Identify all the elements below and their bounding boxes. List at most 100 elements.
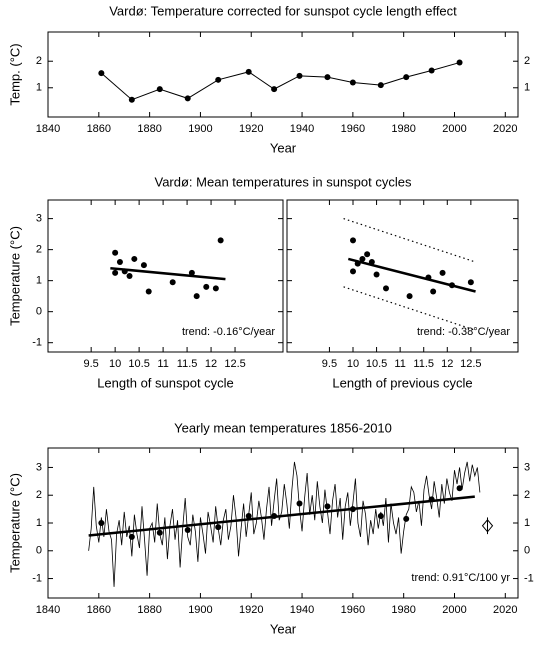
trend-line — [88, 495, 475, 537]
y-axis-label: Temperature (°C) — [7, 226, 22, 326]
data-point — [116, 259, 123, 266]
x-tick-label: 10 — [109, 358, 121, 370]
x-tick-label: 1980 — [391, 604, 415, 616]
y-tick-label-right: -1 — [524, 572, 534, 584]
x-tick-label: 12.5 — [460, 358, 481, 370]
data-point — [324, 74, 331, 81]
plot-frame — [47, 199, 284, 353]
y-tick-label-right: 2 — [524, 489, 530, 501]
x-tick-label: 2000 — [442, 123, 466, 135]
x-tick-label: 11.5 — [413, 358, 434, 370]
x-tick-label: 1840 — [36, 604, 60, 616]
data-point — [193, 293, 200, 300]
data-point — [456, 485, 463, 492]
data-point — [98, 520, 105, 526]
x-tick-label: 1900 — [188, 123, 212, 135]
x-tick-label: 12.5 — [224, 358, 245, 370]
y-tick-label: 1 — [36, 82, 42, 94]
data-point — [215, 524, 222, 531]
data-point — [126, 273, 133, 279]
data-point — [112, 249, 119, 256]
confidence-line — [343, 218, 476, 263]
x-axis-label: Year — [270, 140, 297, 155]
data-point — [245, 513, 252, 520]
x-tick-label: 10 — [347, 358, 359, 370]
data-point — [456, 59, 463, 66]
data-point — [128, 96, 135, 103]
data-point — [430, 288, 437, 295]
y-axis-label: Temperature (°C) — [7, 473, 22, 573]
trend-line — [110, 266, 226, 281]
data-point — [364, 251, 371, 258]
data-point — [377, 513, 384, 520]
x-tick-label: 1880 — [137, 604, 161, 616]
y-tick-label-right: 1 — [524, 517, 530, 529]
x-tick-label: 1980 — [391, 123, 415, 135]
trend-line — [347, 257, 476, 293]
data-point — [403, 515, 410, 522]
x-axis-label: Length of sunspot cycle — [97, 375, 234, 390]
x-tick-label: 1880 — [137, 123, 161, 135]
data-point — [156, 86, 163, 93]
x-tick-label: 11 — [394, 358, 405, 370]
data-point — [112, 269, 119, 276]
x-tick-label: 1900 — [188, 604, 212, 616]
data-point — [140, 262, 147, 269]
diamond-marker — [481, 518, 494, 533]
x-tick-label: 1840 — [36, 123, 60, 135]
data-point — [131, 255, 138, 262]
data-point — [359, 255, 366, 262]
y-tick-label: 2 — [36, 489, 42, 501]
data-point — [128, 533, 135, 540]
data-point — [467, 279, 474, 286]
y-tick-label: -1 — [32, 572, 42, 584]
y-axis-label: Temp. (°C) — [7, 43, 22, 105]
data-point — [169, 279, 176, 286]
y-tick-label: 2 — [36, 55, 42, 67]
data-point — [373, 271, 380, 278]
y-tick-label: 1 — [36, 275, 42, 287]
data-point — [188, 269, 195, 276]
data-point — [215, 76, 222, 83]
y-tick-label: 3 — [36, 461, 42, 473]
chart-title: Vardø: Mean temperatures in sunspot cycl… — [155, 174, 412, 189]
data-point — [428, 67, 435, 74]
data-point — [184, 526, 191, 533]
x-tick-label: 10.5 — [128, 358, 149, 370]
x-tick-label: 1920 — [239, 604, 263, 616]
data-point — [184, 95, 191, 102]
y-tick-label-right: 1 — [524, 82, 530, 94]
y-tick-label-right: 2 — [524, 55, 530, 67]
annotation: trend: -0.16°C/year — [182, 326, 275, 338]
data-point — [296, 72, 303, 79]
data-point — [406, 293, 413, 300]
data-point — [383, 285, 389, 292]
x-axis-label: Year — [270, 621, 297, 636]
x-tick-label: 12 — [441, 358, 453, 370]
annotation: trend: 0.91°C/100 yr — [411, 572, 510, 584]
x-tick-label: 1960 — [341, 604, 365, 616]
data-point — [439, 269, 446, 276]
data-point — [296, 500, 303, 507]
x-tick-label: 1940 — [290, 123, 314, 135]
data-point — [350, 268, 356, 275]
x-tick-label: 1860 — [87, 604, 111, 616]
annotation: trend: -0.38°C/year — [417, 326, 510, 338]
y-tick-label-right: 3 — [524, 461, 530, 473]
data-point — [212, 285, 219, 292]
plot-frame — [47, 31, 519, 118]
x-tick-label: 2020 — [493, 123, 517, 135]
data-point — [403, 74, 410, 81]
data-point — [350, 237, 356, 244]
x-tick-label: 1960 — [341, 123, 365, 135]
x-tick-label: 9.5 — [322, 358, 337, 370]
x-tick-label: 2020 — [493, 604, 517, 616]
x-tick-label: 2000 — [442, 604, 466, 616]
y-tick-label: 1 — [36, 517, 42, 529]
data-point — [245, 68, 252, 75]
y-tick-label: 2 — [36, 244, 42, 256]
x-tick-label: 11.5 — [177, 358, 198, 370]
chart-title: Vardø: Temperature corrected for sunspot… — [109, 3, 457, 18]
data-point — [217, 237, 224, 244]
